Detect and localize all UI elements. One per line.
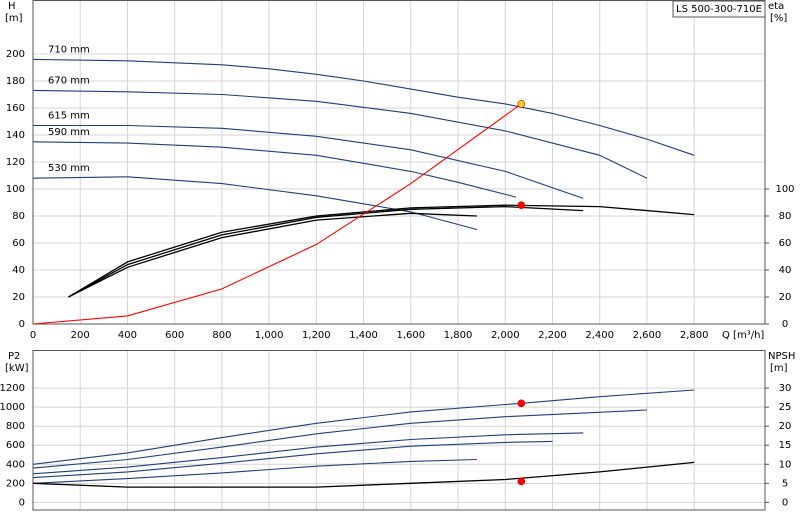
x-tick-label: 800 xyxy=(212,330,231,341)
y-tick-label: 120 xyxy=(6,157,25,168)
curve xyxy=(68,205,584,298)
y2-axis-unit: [%] xyxy=(770,13,787,24)
x-tick-label: 2,000 xyxy=(491,330,520,341)
y-tick-label: 100 xyxy=(6,184,25,195)
y2-tick-label: 5 xyxy=(782,478,788,489)
y2-tick-label: 100 xyxy=(775,184,794,195)
y-axis-unit: [m] xyxy=(5,13,23,24)
curve xyxy=(32,440,553,479)
duty-point xyxy=(517,399,526,408)
chart-title: LS 500-300-710E xyxy=(676,4,762,15)
x-tick-label: 0 xyxy=(30,330,36,341)
x-tick-label: 2,400 xyxy=(585,330,614,341)
x-tick-label: 1,400 xyxy=(349,330,378,341)
x-axis-label: Q [m³/h] xyxy=(722,330,764,341)
x-tick-label: 2,200 xyxy=(538,330,567,341)
y2-tick-label: 10 xyxy=(779,459,792,470)
title-box xyxy=(672,0,766,18)
curve xyxy=(33,124,584,199)
x-tick-label: 1,200 xyxy=(302,330,331,341)
curve xyxy=(32,461,695,488)
curve xyxy=(68,212,477,298)
curve xyxy=(32,458,477,484)
curve xyxy=(32,103,522,325)
y-tick-label: 400 xyxy=(6,459,25,470)
y-tick-label: 200 xyxy=(6,49,25,60)
y2-tick-label: 20 xyxy=(779,421,792,432)
curve-label: 590 mm xyxy=(48,127,90,138)
y2-tick-label: 20 xyxy=(779,292,792,303)
x-tick-label: 1,000 xyxy=(255,330,284,341)
y-tick-label: 40 xyxy=(12,265,25,276)
y2-axis-label: eta xyxy=(768,1,784,12)
y-tick-label: 160 xyxy=(6,103,25,114)
y2-tick-label: 0 xyxy=(782,497,788,508)
curve-label: 670 mm xyxy=(48,75,90,86)
x-tick-label: 2,600 xyxy=(633,330,662,341)
y2-tick-label: 80 xyxy=(779,211,792,222)
curve xyxy=(32,89,648,179)
y-tick-label: 1000 xyxy=(0,402,25,413)
curve xyxy=(32,141,517,198)
y2-tick-label: 40 xyxy=(779,265,792,276)
duty-point xyxy=(517,477,526,486)
x-tick-label: 1,600 xyxy=(396,330,425,341)
y2-axis-unit: [m] xyxy=(770,363,788,374)
y-tick-label: 60 xyxy=(12,238,25,249)
y-tick-label: 600 xyxy=(6,440,25,451)
y2-tick-label: 0 xyxy=(782,319,788,330)
curve xyxy=(32,409,647,469)
curve xyxy=(32,176,478,231)
plot-frame xyxy=(32,0,766,325)
y-tick-label: 200 xyxy=(6,478,25,489)
curve-label: 710 mm xyxy=(48,44,90,55)
y2-axis-label: NPSH xyxy=(768,351,795,362)
y-tick-label: 0 xyxy=(19,497,25,508)
y-tick-label: 0 xyxy=(19,319,25,330)
x-tick-label: 400 xyxy=(118,330,137,341)
y-tick-label: 180 xyxy=(6,76,25,87)
x-tick-label: 2,800 xyxy=(680,330,709,341)
curve xyxy=(68,204,695,298)
y2-tick-label: 25 xyxy=(779,402,792,413)
curve xyxy=(32,58,695,156)
duty-point xyxy=(517,100,526,108)
y2-tick-label: 15 xyxy=(779,440,792,451)
x-tick-label: 1,800 xyxy=(444,330,473,341)
y2-tick-label: 30 xyxy=(779,383,792,394)
x-tick-label: 200 xyxy=(71,330,90,341)
curve xyxy=(32,389,695,465)
y-tick-label: 140 xyxy=(6,130,25,141)
y-tick-label: 80 xyxy=(12,211,25,222)
plot-frame xyxy=(32,350,766,511)
curve-label: 530 mm xyxy=(48,163,90,174)
y2-tick-label: 60 xyxy=(779,238,792,249)
curve xyxy=(32,432,584,475)
curve-label: 615 mm xyxy=(48,111,90,122)
duty-point xyxy=(517,201,526,209)
y-axis-unit: [kW] xyxy=(5,363,29,374)
x-tick-label: 600 xyxy=(165,330,184,341)
y-tick-label: 1200 xyxy=(0,383,25,394)
y-axis-label: P2 xyxy=(8,351,20,362)
y-tick-label: 20 xyxy=(12,292,25,303)
y-axis-label: H xyxy=(8,1,16,12)
y-tick-label: 800 xyxy=(6,421,25,432)
